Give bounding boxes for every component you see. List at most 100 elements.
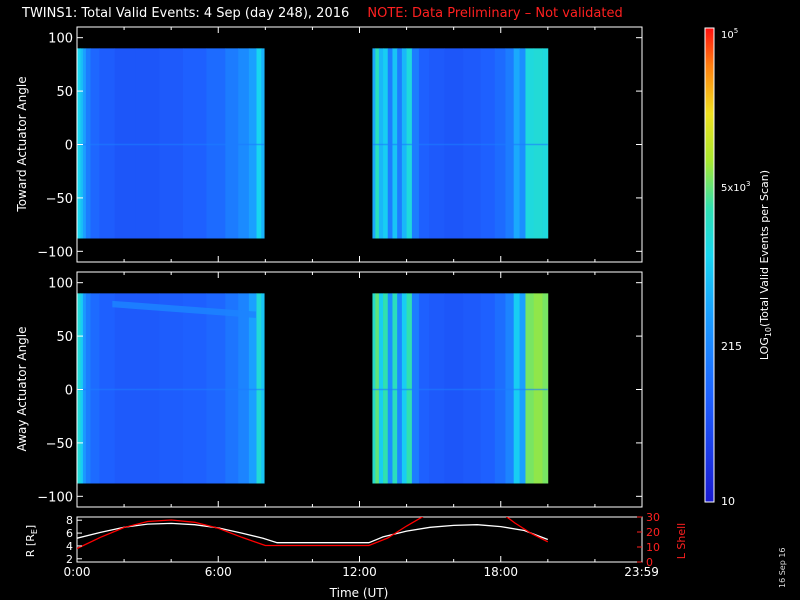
heatmap-column	[80, 48, 84, 239]
y-tick-label: 0	[65, 139, 73, 154]
x-tick-label: 23:59	[624, 565, 659, 579]
left-y-tick-label: 8	[66, 514, 73, 527]
heatmap-column	[256, 293, 262, 484]
panel-toward-actuator: 100 50 0 −50 −100 Toward Actuator Angle	[15, 26, 643, 263]
title-main: TWINS1: Total Valid Events: 4 Sep (day 2…	[22, 6, 350, 21]
colorbar: 10 215 5x103 105 LOG10(Total Valid Event…	[704, 27, 773, 508]
title-note: NOTE: Data Preliminary – Not validated	[367, 6, 623, 21]
heatmap-column	[90, 293, 100, 484]
heatmap-column	[256, 48, 262, 239]
heatmap-column	[182, 48, 207, 239]
heatmap-column	[114, 48, 137, 239]
colorbar-frame	[704, 27, 715, 503]
heatmap-column	[383, 293, 389, 484]
colorbar-label-sub: 10	[764, 327, 773, 337]
heatmap-column	[525, 48, 535, 239]
heatmap-column	[533, 293, 543, 484]
heatmap-column	[519, 293, 526, 484]
heatmap-column	[135, 293, 160, 484]
y-tick-label: 50	[56, 330, 73, 345]
r-trace-line	[77, 522, 549, 544]
heatmap-column	[411, 293, 420, 484]
heatmap-column	[444, 48, 464, 239]
x-tick-label: 18:00	[483, 565, 518, 579]
left-y-tick-label: 4	[66, 540, 73, 553]
heatmap-column	[494, 293, 506, 484]
heatmap-column	[444, 293, 464, 484]
y-tick-label: −100	[37, 490, 73, 505]
heatmap-column	[533, 48, 543, 239]
heatmap-column	[82, 293, 87, 484]
right-y-tick-label: 10	[646, 541, 660, 554]
heatmap-column	[99, 48, 116, 239]
heatmap-column	[82, 48, 87, 239]
heatmap-column	[542, 293, 549, 484]
colorbar-tick-10: 10	[721, 495, 735, 508]
heatmap-column	[114, 293, 137, 484]
heatmap-column	[85, 48, 91, 239]
y-tick-label: −50	[46, 192, 73, 207]
date-stamp: 16 Sep 16	[778, 547, 787, 588]
heatmap-column	[505, 293, 515, 484]
l-shell-trace-line	[505, 517, 549, 543]
heatmap-column	[238, 293, 250, 484]
y-tick-label: 100	[48, 32, 73, 47]
l-shell-trace-line	[77, 517, 424, 550]
heatmap-column	[206, 48, 226, 239]
colorbar-tick-215: 215	[721, 340, 742, 353]
heatmap-column	[406, 293, 413, 484]
heatmap-column	[159, 293, 184, 484]
heatmap-column	[480, 293, 496, 484]
top-panel-ticks: 100 50 0 −50 −100	[37, 27, 643, 262]
figure-title: TWINS1: Total Valid Events: 4 Sep (day 2…	[22, 6, 623, 21]
heatmap-column	[542, 48, 549, 239]
heatmap-column	[387, 293, 393, 484]
heatmap-column	[90, 48, 100, 239]
heatmap-column	[383, 48, 389, 239]
heatmap-column	[401, 48, 407, 239]
heatmap-column	[85, 293, 91, 484]
heatmap-column	[525, 293, 535, 484]
y-tick-label: 50	[56, 85, 73, 100]
colorbar-tick-5e3-exp: 3	[746, 180, 750, 188]
heatmap-band-feature	[112, 300, 256, 318]
heatmap-column	[513, 48, 520, 239]
bottom-left-ylabel: R [RE]	[24, 525, 39, 557]
heatmap-column	[401, 293, 407, 484]
heatmap-column	[463, 48, 482, 239]
heatmap-column	[378, 48, 384, 239]
top-panel-ylabel: Toward Actuator Angle	[15, 76, 29, 212]
heatmap-column	[248, 293, 257, 484]
left-y-tick-label: 2	[66, 553, 73, 566]
heatmap-column	[135, 48, 160, 239]
y-tick-label: −50	[46, 437, 73, 452]
heatmap-column	[99, 293, 116, 484]
right-y-tick-label: 30	[646, 511, 660, 524]
heatmap-column	[375, 48, 380, 239]
right-y-tick-label: 20	[646, 526, 660, 539]
colorbar-tick-1e5-base: 10	[721, 30, 734, 41]
panel-away-actuator: 100 50 0 −50 −100 Away Actuator Angle	[15, 271, 643, 508]
heatmap-column	[372, 293, 376, 484]
heatmap-column	[206, 293, 226, 484]
heatmap-column	[248, 48, 257, 239]
heatmap-column	[375, 293, 380, 484]
heatmap-column	[428, 48, 445, 239]
heatmap-column	[505, 48, 515, 239]
heatmap-column	[261, 48, 265, 239]
bottom-panel-traces	[77, 517, 549, 550]
heatmap-column	[372, 48, 376, 239]
heatmap-column	[261, 293, 265, 484]
colorbar-tick-1e5: 105	[721, 27, 738, 41]
heatmap-column	[392, 48, 398, 239]
y-tick-label: −100	[37, 245, 73, 260]
heatmap-column	[519, 48, 526, 239]
heatmap-column	[463, 293, 482, 484]
colorbar-label-rest: (Total Valid Events per Scan)	[758, 170, 771, 327]
right-y-tick-label: 0	[646, 556, 653, 569]
heatmap-column	[428, 293, 445, 484]
colorbar-tick-5e3-base: 5x10	[721, 183, 746, 194]
bottom-left-ylabel-base: R [R	[24, 534, 37, 557]
